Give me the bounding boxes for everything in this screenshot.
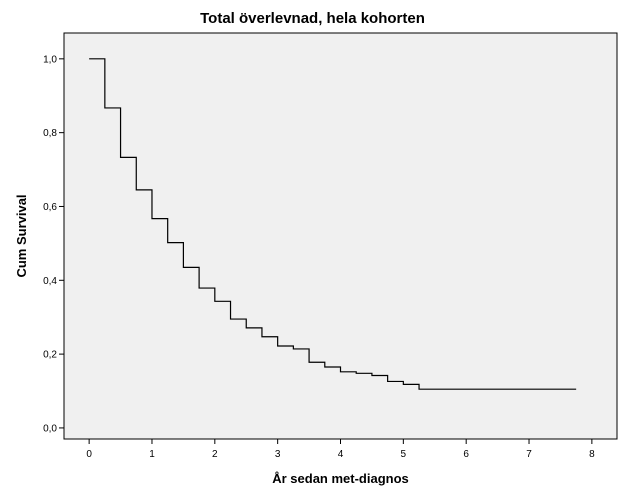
y-tick-label: 0,0 <box>43 423 57 434</box>
x-axis: 0 1 2 3 4 5 6 7 8 <box>86 439 595 460</box>
y-tick-label: 1,0 <box>43 54 57 65</box>
y-axis: 0,0 0,2 0,4 0,6 0,8 1,0 <box>43 54 64 434</box>
y-tick-label: 0,8 <box>43 128 57 139</box>
y-tick-label: 0,4 <box>43 276 57 287</box>
x-axis-title: År sedan met-diagnos <box>272 471 409 486</box>
chart-title: Total överlevnad, hela kohorten <box>200 10 425 27</box>
y-tick-label: 0,6 <box>43 202 57 213</box>
y-tick-label: 0,2 <box>43 350 57 361</box>
x-tick-label: 5 <box>401 449 407 460</box>
y-axis-title: Cum Survival <box>14 194 29 277</box>
x-tick-label: 3 <box>275 449 281 460</box>
x-tick-label: 6 <box>463 449 469 460</box>
x-tick-label: 4 <box>338 449 344 460</box>
plot-area <box>63 32 618 440</box>
x-tick-label: 2 <box>212 449 218 460</box>
x-tick-label: 1 <box>149 449 155 460</box>
survival-step-line <box>89 58 577 390</box>
x-tick-label: 8 <box>589 449 595 460</box>
x-tick-label: 0 <box>86 449 92 460</box>
x-tick-label: 7 <box>526 449 532 460</box>
